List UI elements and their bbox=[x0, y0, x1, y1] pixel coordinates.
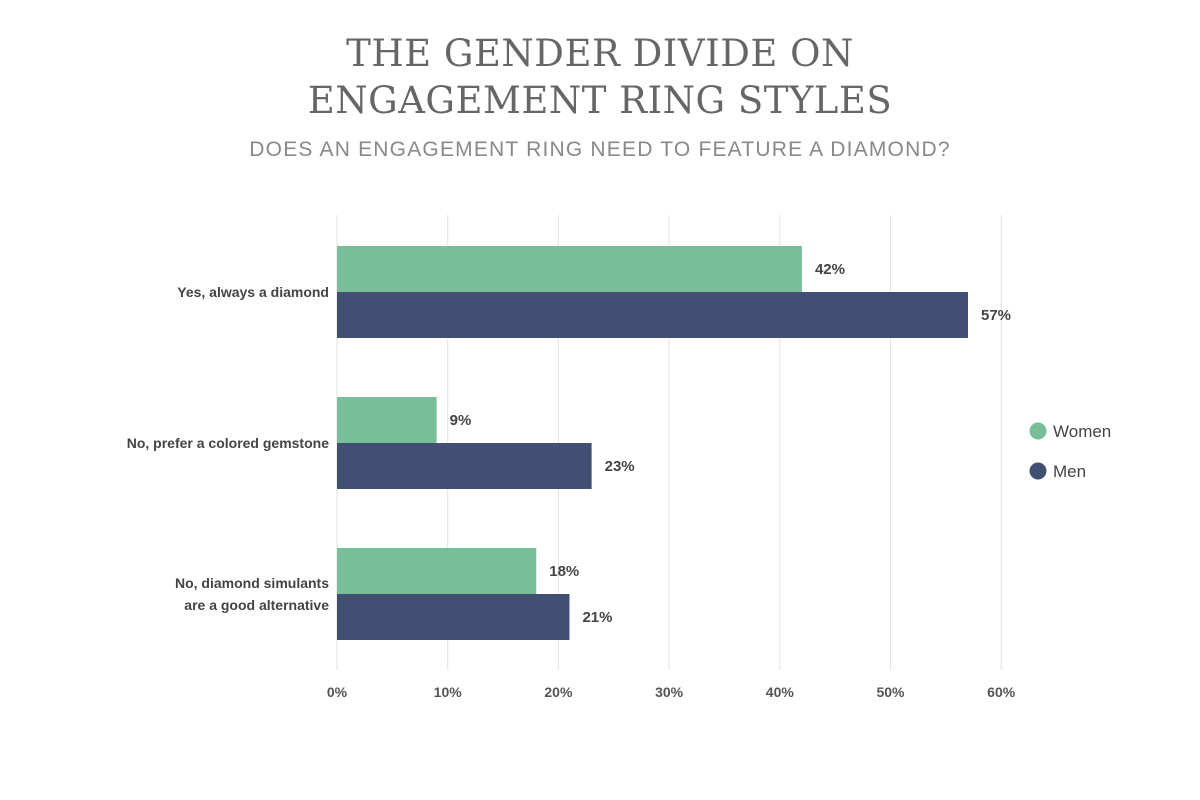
chart-title-line-1: THE GENDER DIVIDE ON bbox=[346, 32, 854, 75]
legend-label-women: Women bbox=[1053, 422, 1111, 441]
chart-title-line-2: ENGAGEMENT RING STYLES bbox=[307, 79, 893, 122]
x-tick-label: 30% bbox=[655, 684, 684, 700]
data-label: 9% bbox=[450, 412, 472, 429]
x-tick-label: 50% bbox=[876, 684, 905, 700]
legend-label-men: Men bbox=[1053, 462, 1086, 481]
legend-swatch-men bbox=[1029, 462, 1047, 480]
data-label: 21% bbox=[582, 609, 612, 626]
data-label: 57% bbox=[981, 307, 1011, 324]
bar-men bbox=[337, 443, 592, 489]
title-block: THE GENDER DIVIDE ON ENGAGEMENT RING STY… bbox=[0, 30, 1200, 162]
legend-swatch-women bbox=[1029, 422, 1047, 440]
bar-women bbox=[337, 397, 437, 443]
chart-title: THE GENDER DIVIDE ON ENGAGEMENT RING STY… bbox=[0, 30, 1200, 124]
bar-men bbox=[337, 594, 570, 640]
bar-men bbox=[337, 292, 968, 338]
data-label: 18% bbox=[549, 563, 579, 580]
category-label: No, prefer a colored gemstone bbox=[127, 435, 329, 451]
bar-women bbox=[337, 548, 537, 594]
x-tick-label: 10% bbox=[434, 684, 463, 700]
category-label: are a good alternative bbox=[184, 597, 329, 613]
data-label: 42% bbox=[815, 261, 845, 278]
category-label: Yes, always a diamond bbox=[177, 284, 329, 300]
x-tick-label: 40% bbox=[766, 684, 795, 700]
data-label: 23% bbox=[605, 458, 635, 475]
x-tick-label: 20% bbox=[544, 684, 573, 700]
bar-women bbox=[337, 246, 802, 292]
x-tick-label: 0% bbox=[327, 684, 348, 700]
chart-subtitle: DOES AN ENGAGEMENT RING NEED TO FEATURE … bbox=[249, 138, 951, 161]
category-label: No, diamond simulants bbox=[175, 575, 329, 591]
x-tick-label: 60% bbox=[987, 684, 1016, 700]
